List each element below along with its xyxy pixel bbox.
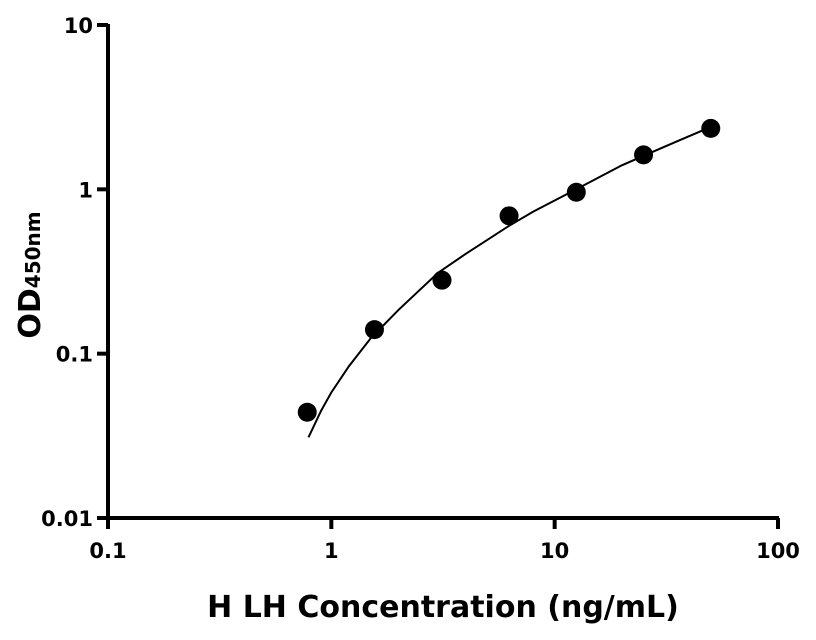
- data-point: [701, 118, 721, 138]
- fit-curve: [307, 125, 712, 438]
- x-tick-label: 1: [324, 539, 339, 563]
- data-points-layer: [297, 118, 721, 422]
- tick-labels-layer: 0.1 1 10 100 10 1 0.1 0.01: [41, 14, 800, 563]
- x-tick-label: 10: [540, 539, 569, 563]
- y-tick-label: 1: [78, 178, 93, 202]
- y-axis-title-subscript: 450nm: [21, 211, 45, 288]
- data-point: [634, 145, 654, 165]
- fit-curve-layer: [307, 125, 712, 438]
- axes: [97, 23, 780, 529]
- data-point: [499, 206, 519, 226]
- y-axis-title: OD450nm: [13, 211, 48, 338]
- x-tick-label: 0.1: [89, 539, 126, 563]
- y-axis-title-main: OD: [13, 288, 48, 338]
- y-tick-label: 0.1: [56, 343, 93, 367]
- data-point: [364, 320, 384, 340]
- data-point: [297, 402, 317, 422]
- x-axis-title: H LH Concentration (ng/mL): [207, 590, 679, 625]
- data-point: [566, 182, 586, 202]
- y-tick-label: 10: [64, 14, 93, 38]
- y-tick-label: 0.01: [41, 507, 93, 531]
- data-point: [432, 270, 452, 290]
- x-tick-label: 100: [756, 539, 800, 563]
